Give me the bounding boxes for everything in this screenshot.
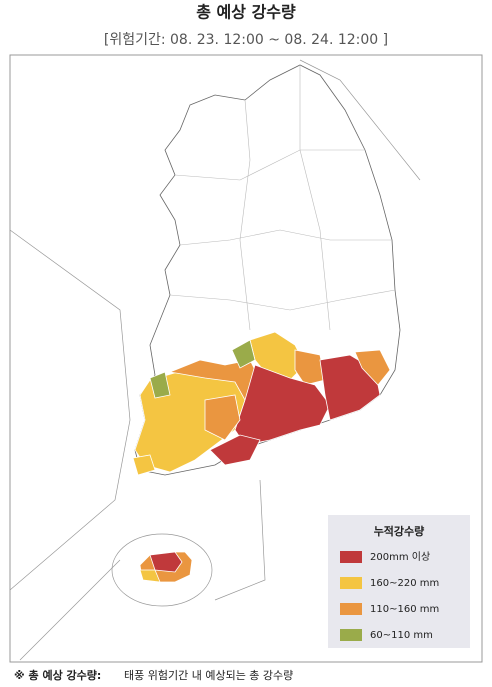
sea-boundaries	[9, 59, 421, 661]
footnote-prefix: ※ 총 예상 강수량:	[14, 668, 101, 682]
legend-swatch	[340, 577, 362, 589]
subtitle: [위험기간: 08. 23. 12:00 ~ 08. 24. 12:00 ]	[104, 32, 388, 48]
jeju	[139, 551, 193, 583]
legend-swatch	[340, 629, 362, 641]
legend-label: 160~220 mm	[370, 578, 439, 589]
legend-swatch	[340, 551, 362, 563]
inner-boundaries	[169, 65, 396, 331]
legend-label: 110~160 mm	[370, 604, 439, 615]
legend-label: 200mm 이상	[370, 551, 430, 563]
legend-title: 누적강수량	[374, 524, 425, 538]
title: 총 예상 강수량	[196, 3, 296, 22]
legend-label: 60~110 mm	[370, 630, 433, 641]
legend-swatch	[340, 603, 362, 615]
rain-regions	[132, 331, 391, 476]
footnote-text: 태풍 위험기간 내 예상되는 총 강수량	[124, 669, 293, 682]
